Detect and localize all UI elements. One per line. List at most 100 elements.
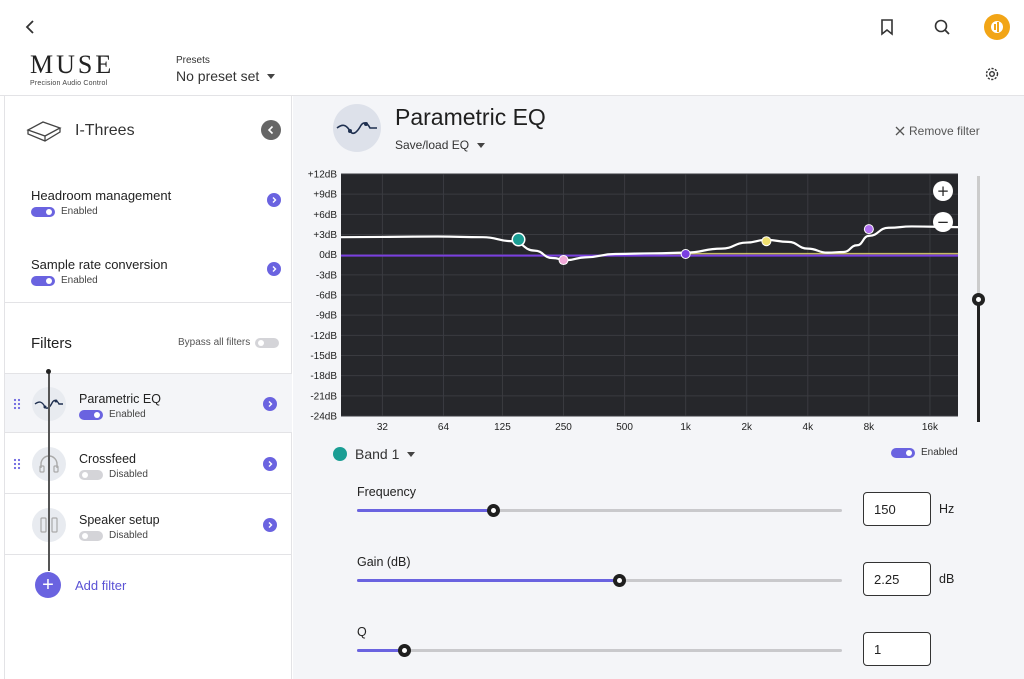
muse-logo: MUSE Precision Audio Control [30,52,114,88]
y-tick-label: -18dB [310,371,337,382]
frequency-param: Frequency Hz [357,485,977,526]
close-icon [895,126,905,136]
filter-status-row: Disabled [79,469,148,480]
open-filter-button[interactable] [263,397,277,411]
q-input[interactable] [863,632,931,666]
bypass-toggle[interactable] [255,337,280,348]
x-tick-label: 8k [864,422,876,433]
presets-dropdown[interactable]: No preset set [176,68,276,84]
page-title: Parametric EQ [395,104,546,130]
slider-fill [357,509,493,512]
y-tick-label: -9dB [316,311,337,322]
master-gain-slider-fill [977,299,980,422]
open-headroom-button[interactable] [267,193,281,207]
filter-toggle[interactable] [79,530,103,541]
frequency-slider[interactable] [357,504,842,517]
filters-heading: Filters [31,335,72,352]
x-tick-label: 1k [680,422,692,433]
caret-down-icon [407,451,416,457]
band-enabled-toggle[interactable] [891,447,915,458]
save-load-eq-dropdown[interactable]: Save/load EQ [395,138,486,152]
filter-toggle[interactable] [79,409,103,420]
band-point-selected [513,234,525,246]
eq-chart-svg[interactable]: +12dB +9dB +6dB +3dB 0dB -3dB -6dB -9dB -12dB -15… [293,166,1024,436]
sample-rate-conversion-setting[interactable]: Sample rate conversion Enabled [31,257,281,286]
filter-chain-start-dot [46,369,51,374]
x-tick-label: 250 [555,422,572,433]
back-arrow-icon[interactable] [20,16,42,38]
logo-tagline: Precision Audio Control [30,80,108,87]
divider [5,302,292,303]
param-label: Q [357,625,367,639]
setting-status-row: Enabled [31,275,281,286]
setting-status: Enabled [61,206,98,217]
presets-value: No preset set [176,68,260,84]
y-tick-label: -15dB [310,351,337,362]
x-tick-label: 4k [803,422,815,433]
gain-param: Gain (dB) dB [357,555,977,596]
collapse-sidebar-button[interactable] [261,120,281,140]
chevron-right-icon [272,266,277,272]
zoom-out-button[interactable] [933,212,953,232]
filter-toggle[interactable] [79,469,103,480]
x-tick-label: 125 [494,422,511,433]
speaker-logo-icon [991,21,1003,33]
headroom-toggle[interactable] [31,206,55,217]
open-filter-button[interactable] [263,518,277,532]
settings-gear-icon[interactable] [983,65,1001,83]
save-load-label: Save/load EQ [395,138,470,152]
filter-name: Parametric EQ [79,392,161,406]
band-selector[interactable]: Band 1 [333,446,416,462]
frequency-input[interactable] [863,492,931,526]
filter-status: Enabled [109,409,146,420]
chevron-right-icon [268,461,273,467]
bypass-label: Bypass all filters [178,337,251,348]
zoom-in-button[interactable] [933,181,953,201]
filter-name: Speaker setup [79,513,160,527]
search-icon[interactable] [931,16,953,38]
slider-knob[interactable] [612,574,626,587]
sample-rate-toggle[interactable] [31,275,55,286]
filter-text: Parametric EQ Enabled [79,392,161,420]
slider-knob[interactable] [398,644,412,657]
main-panel: Parametric EQ Save/load EQ Remove filter… [293,96,1024,679]
add-filter-button[interactable]: + Add filter [35,572,126,598]
drag-handle-icon[interactable] [13,458,21,470]
y-tick-label: 0dB [319,250,337,261]
presets-label: Presets [176,55,210,66]
device-header: I-Threes [25,118,135,144]
open-sample-rate-button[interactable] [267,262,281,276]
param-label: Frequency [357,485,417,499]
q-param: Q [357,625,977,666]
add-filter-label: Add filter [75,577,127,593]
filter-chain-line [48,371,50,571]
user-avatar[interactable] [984,14,1010,40]
band-enabled-label: Enabled [921,447,958,458]
chevron-right-icon [272,197,277,203]
y-tick-label: -3dB [316,270,337,281]
master-gain-slider-knob[interactable] [972,293,985,306]
remove-filter-label: Remove filter [909,124,980,138]
filter-status-row: Enabled [79,409,161,420]
open-filter-button[interactable] [263,457,277,471]
slider-knob[interactable] [486,504,500,517]
chevron-right-icon [268,522,273,528]
bypass-all-filters[interactable]: Bypass all filters [178,337,280,348]
band-point [559,256,568,265]
eq-chart[interactable]: +12dB +9dB +6dB +3dB 0dB -3dB -6dB -9dB -12dB -15… [293,166,1024,436]
remove-filter-button[interactable]: Remove filter [895,124,980,138]
headroom-management-setting[interactable]: Headroom management Enabled [31,188,281,217]
eq-response-curve [340,225,959,262]
drag-handle-icon[interactable] [13,398,21,410]
filter-text: Speaker setup Disabled [79,513,160,541]
q-slider[interactable] [357,644,842,657]
x-tick-label: 64 [438,422,450,433]
caret-down-icon [267,73,276,79]
bookmark-icon[interactable] [876,16,898,38]
presets-selector[interactable]: Presets No preset set [176,55,276,84]
gain-input[interactable] [863,562,931,596]
filter-status-row: Disabled [79,530,160,541]
gain-slider[interactable] [357,574,842,587]
band-enabled-toggle-group[interactable]: Enabled [891,447,958,458]
setting-status: Enabled [61,275,98,286]
